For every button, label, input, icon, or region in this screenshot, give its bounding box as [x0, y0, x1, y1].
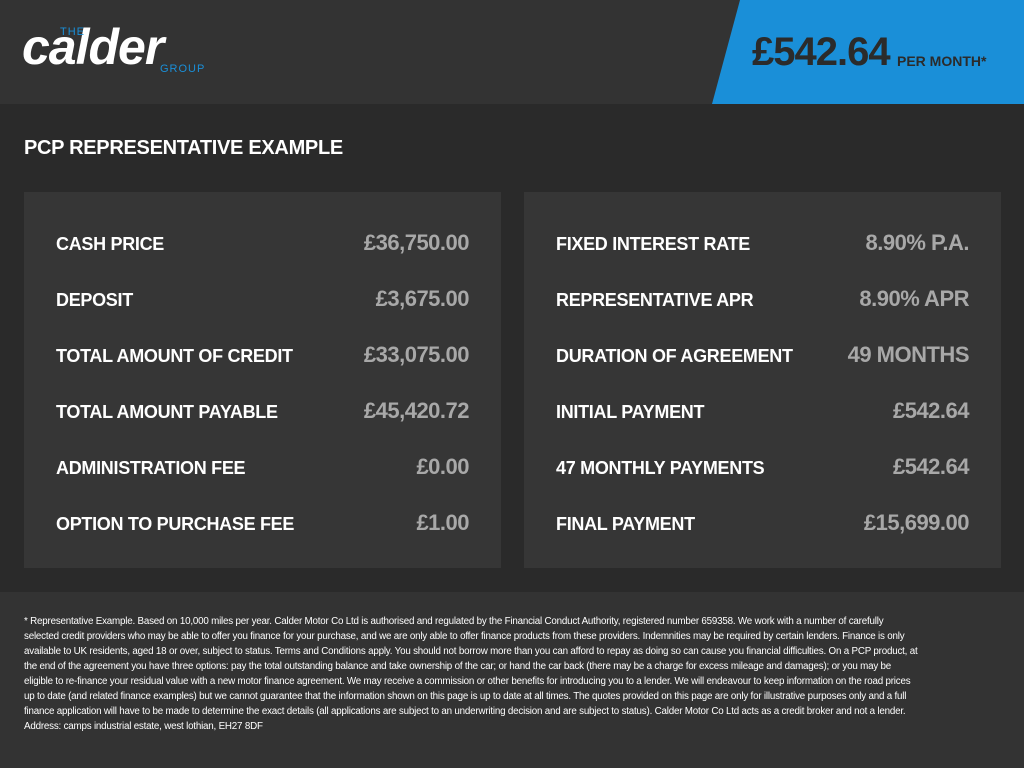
- row-value: 8.90% P.A.: [865, 230, 970, 255]
- row-value: £542.64: [892, 454, 970, 479]
- finance-row: DEPOSIT £3,675.00: [56, 286, 470, 316]
- row-value: 8.90% APR: [859, 286, 969, 311]
- row-label: REPRESENTATIVE APR: [556, 290, 754, 310]
- row-value: £33,075.00: [363, 342, 470, 367]
- disclaimer: * Representative Example. Based on 10,00…: [24, 616, 918, 732]
- row-value: £15,699.00: [863, 510, 970, 535]
- header: calder THE GROUP £542.64 PER MONTH*: [0, 0, 1024, 104]
- finance-row: OPTION TO PURCHASE FEE £1.00: [56, 510, 469, 540]
- row-label: TOTAL AMOUNT OF CREDIT: [56, 346, 293, 366]
- row-label: 47 MONTHLY PAYMENTS: [556, 458, 765, 478]
- row-label: FINAL PAYMENT: [556, 514, 695, 534]
- row-label: CASH PRICE: [56, 234, 165, 254]
- finance-row: ADMINISTRATION FEE £0.00: [56, 454, 469, 484]
- row-value: £36,750.00: [363, 230, 470, 255]
- finance-panel: FIXED INTEREST RATE 8.90% P.A. REPRESENTAT…: [524, 192, 1001, 568]
- finance-row: FINAL PAYMENT £15,699.00: [556, 510, 970, 540]
- row-label: TOTAL AMOUNT PAYABLE: [56, 402, 278, 422]
- finance-row: TOTAL AMOUNT PAYABLE £45,420.72: [56, 398, 470, 428]
- logo-top: THE: [60, 26, 85, 38]
- row-label: DEPOSIT: [56, 290, 133, 310]
- footer: * Representative Example. Based on 10,00…: [0, 592, 1024, 768]
- row-label: ADMINISTRATION FEE: [56, 458, 246, 478]
- row-label: FIXED INTEREST RATE: [556, 234, 750, 254]
- row-value: £0.00: [416, 454, 469, 479]
- finance-panel: CASH PRICE £36,750.00 DEPOSIT £3,675.00 TOTA…: [24, 192, 501, 568]
- row-value: £3,675.00: [375, 286, 470, 311]
- finance-row: REPRESENTATIVE APR 8.90% APR: [556, 286, 969, 316]
- price-suffix: PER MONTH*: [897, 53, 987, 69]
- finance-row: TOTAL AMOUNT OF CREDIT £33,075.00: [56, 342, 470, 372]
- price-banner: [712, 0, 1024, 104]
- finance-row: FIXED INTEREST RATE 8.90% P.A.: [556, 230, 970, 260]
- row-label: INITIAL PAYMENT: [556, 402, 705, 422]
- row-value: 49 MONTHS: [847, 342, 970, 367]
- finance-row: CASH PRICE £36,750.00: [56, 230, 470, 260]
- finance-row: INITIAL PAYMENT £542.64: [556, 398, 970, 428]
- finance-row: DURATION OF AGREEMENT 49 MONTHS: [556, 342, 970, 372]
- row-label: DURATION OF AGREEMENT: [556, 346, 793, 366]
- section-title: PCP REPRESENTATIVE EXAMPLE: [24, 137, 343, 159]
- row-value: £1.00: [416, 510, 469, 535]
- finance-row: 47 MONTHLY PAYMENTS £542.64: [556, 454, 970, 484]
- row-value: £45,420.72: [363, 398, 470, 423]
- monthly-price: £542.64: [752, 30, 891, 74]
- logo-name[interactable]: calder: [22, 19, 164, 75]
- row-label: OPTION TO PURCHASE FEE: [56, 514, 295, 534]
- logo-bottom: GROUP: [160, 63, 206, 75]
- row-value: £542.64: [892, 398, 970, 423]
